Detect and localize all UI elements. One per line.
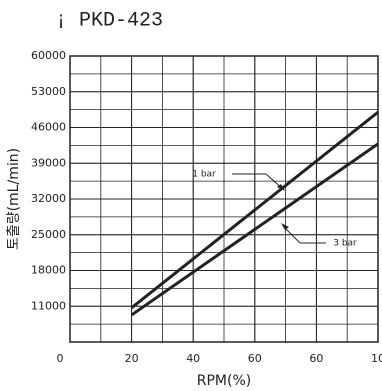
- y-tick-label: 60000: [31, 49, 66, 62]
- y-tick-label: 32000: [31, 192, 66, 205]
- series-line: [130, 142, 379, 317]
- x-tick-label: 60: [309, 352, 323, 365]
- y-tick-label: 11000: [31, 299, 66, 312]
- x-tick-label: 10: [371, 352, 382, 365]
- series-line: [130, 111, 379, 309]
- y-tick-label: 18000: [31, 264, 66, 277]
- arrow-head: [281, 223, 289, 230]
- y-tick-label: 46000: [31, 121, 66, 134]
- x-tick-label: 40: [186, 352, 200, 365]
- series-label: 3 bar: [333, 239, 357, 249]
- series-label: 1 bar: [192, 170, 216, 180]
- plot-frame: [69, 55, 379, 343]
- chart-title: ¡ PKD-423: [55, 9, 163, 32]
- y-tick-label: 39000: [31, 156, 66, 169]
- x-tick-label: 60: [248, 352, 262, 365]
- y-axis-label: 토출량(mL/min): [6, 148, 22, 250]
- x-tick-label: 0: [57, 352, 64, 365]
- y-tick-label: 53000: [31, 85, 66, 98]
- y-tick-label: 25000: [31, 228, 66, 241]
- x-axis-label: RPM(%): [197, 373, 251, 389]
- x-tick-label: 20: [125, 352, 139, 365]
